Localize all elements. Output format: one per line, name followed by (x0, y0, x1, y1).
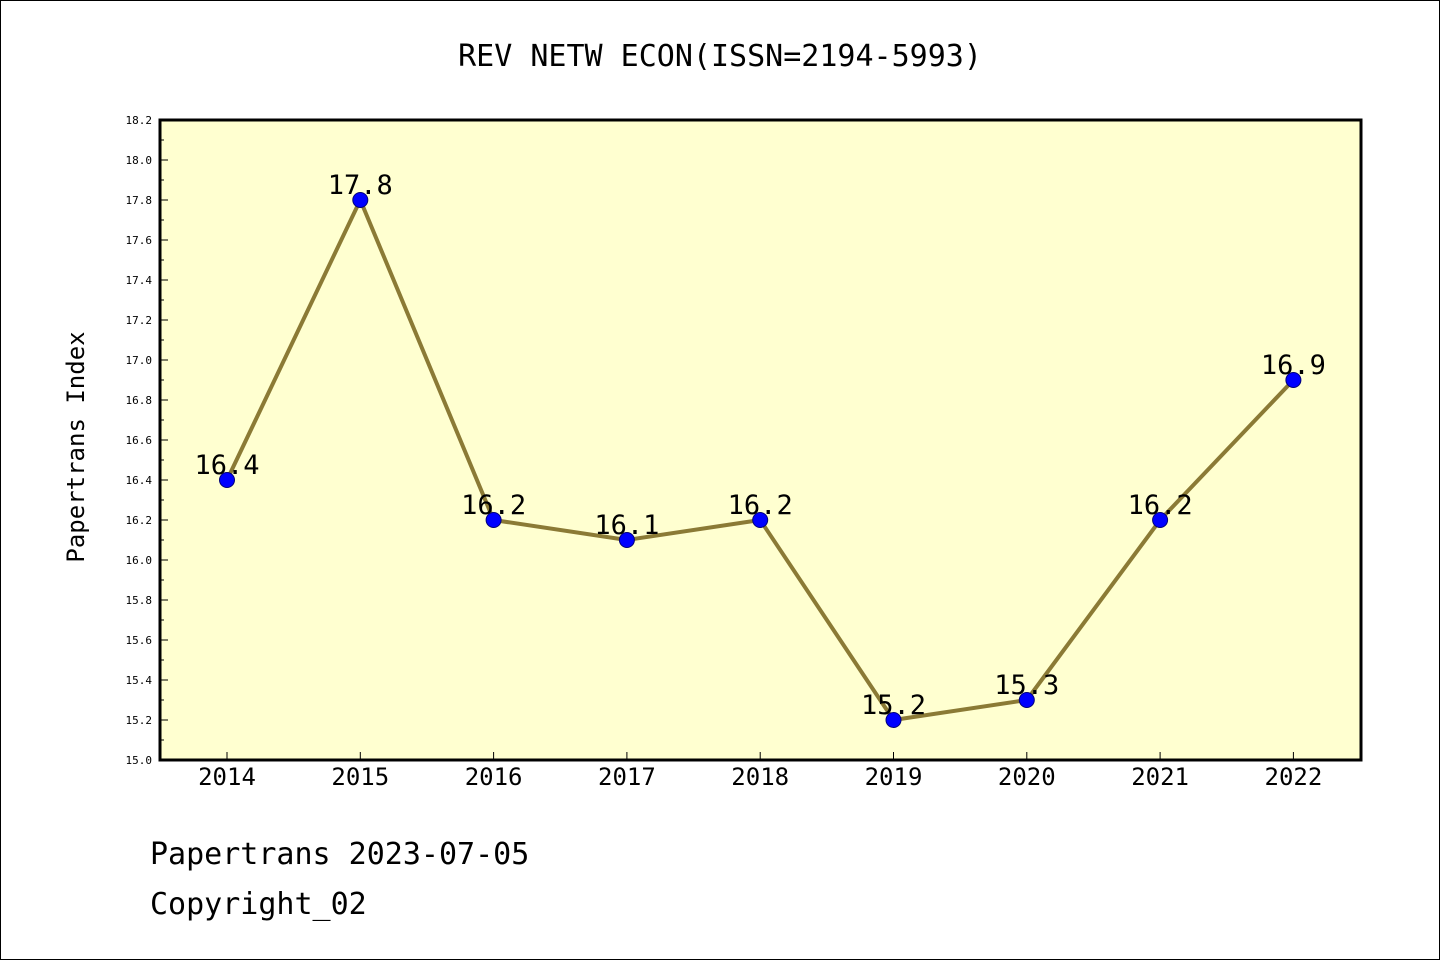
x-tick-label: 2016 (465, 763, 523, 791)
y-tick-label: 16.6 (126, 434, 153, 447)
y-tick-label: 15.0 (126, 754, 153, 767)
data-label: 15.3 (994, 670, 1059, 701)
x-tick-label: 2020 (998, 763, 1056, 791)
data-label: 16.2 (461, 490, 526, 521)
y-tick-label: 15.8 (126, 594, 153, 607)
plot-area (158, 118, 1363, 762)
data-point (1018, 692, 1035, 708)
x-tick-label: 2018 (731, 763, 789, 791)
y-axis-label: Papertrans Index (62, 331, 90, 562)
data-label: 17.8 (328, 170, 393, 201)
y-tick-label: 18.0 (126, 154, 153, 167)
series-group (219, 192, 1302, 728)
x-axis: 2014 2015 2016 2017 2018 2019 2020 2021 2022 (198, 752, 1322, 791)
footer-copyright: Copyright_02 (150, 887, 367, 922)
data-point (618, 532, 635, 548)
y-tick-label: 17.6 (126, 234, 153, 247)
data-point (752, 512, 769, 528)
y-tick-label: 17.4 (126, 274, 153, 287)
x-tick-label: 2017 (598, 763, 656, 791)
y-tick-label: 18.2 (126, 114, 153, 127)
x-tick-label: 2014 (198, 763, 256, 791)
x-tick-label: 2021 (1131, 763, 1189, 791)
y-tick-label: 16.2 (126, 514, 153, 527)
y-axis: 15.0 15.2 15.4 15.6 15.8 16.0 16.2 16.4 16.6 16.8… (126, 114, 168, 767)
y-tick-label: 16.4 (126, 474, 153, 487)
x-tick-label: 2022 (1265, 763, 1323, 791)
y-tick-label: 17.2 (126, 314, 153, 327)
data-label: 16.1 (594, 510, 659, 541)
x-tick-label: 2019 (865, 763, 923, 791)
y-tick-label: 17.8 (126, 194, 153, 207)
data-labels: 16.4 17.8 16.2 16.1 16.2 15.2 15.3 16.2 16.9 (194, 170, 1325, 721)
data-label: 16.2 (1128, 490, 1193, 521)
y-tick-label: 16.8 (126, 394, 153, 407)
x-tick-label: 2015 (331, 763, 389, 791)
data-point (1152, 512, 1169, 528)
y-tick-label: 15.2 (126, 714, 153, 727)
data-label: 16.9 (1261, 350, 1326, 381)
data-label: 15.2 (861, 690, 926, 721)
data-label: 16.4 (194, 450, 259, 481)
footer-date: Papertrans 2023-07-05 (150, 837, 529, 872)
data-point (352, 192, 369, 208)
y-tick-label: 17.0 (126, 354, 153, 367)
y-tick-label: 15.4 (126, 674, 153, 687)
data-point (885, 712, 902, 728)
data-point (1285, 372, 1302, 388)
chart-title: REV NETW ECON(ISSN=2194-5993) (458, 39, 982, 74)
data-point (219, 472, 235, 488)
y-tick-label: 16.0 (126, 554, 153, 567)
data-label: 16.2 (728, 490, 793, 521)
y-tick-label: 15.6 (126, 634, 153, 647)
data-point (485, 512, 502, 528)
